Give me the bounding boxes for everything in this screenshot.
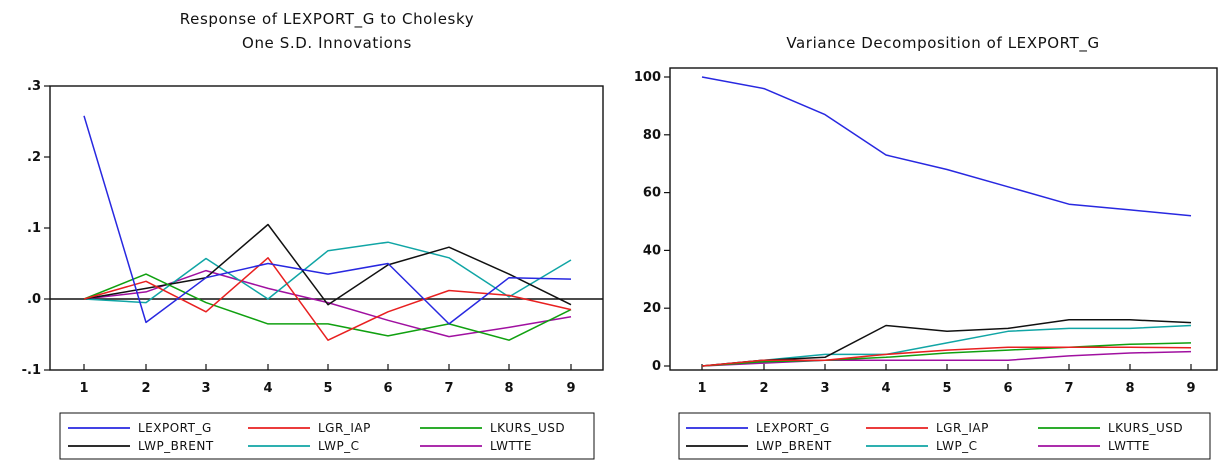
x-tick-label: 1 xyxy=(79,381,88,396)
legend-label: LWP_BRENT xyxy=(756,439,832,453)
x-tick-label: 6 xyxy=(1003,381,1012,396)
plot-area-frame xyxy=(669,67,1218,371)
legend-label: LKURS_USD xyxy=(490,421,565,435)
legend-label: LWTTE xyxy=(1108,439,1150,453)
series-line-lkurs-usd xyxy=(701,342,1192,367)
y-tick-label: 20 xyxy=(643,301,661,316)
series-line-lgr-iap xyxy=(701,346,1192,367)
x-tick-label: 4 xyxy=(263,381,272,396)
y-tick-label: 80 xyxy=(643,128,661,143)
y-tick-label: .0 xyxy=(27,292,41,307)
series-line-lwp-c xyxy=(83,241,572,304)
y-tick-label: .1 xyxy=(27,221,41,236)
legend-label: LWP_C xyxy=(936,439,978,453)
x-tick-label: 5 xyxy=(942,381,951,396)
series-line-lwp-brent xyxy=(83,223,572,306)
x-tick-label: 1 xyxy=(697,381,706,396)
chart-title: Variance Decomposition of LEXPORT_G xyxy=(786,34,1099,53)
x-tick-label: 2 xyxy=(141,381,150,396)
series-line-lkurs-usd xyxy=(83,273,572,341)
x-tick-label: 8 xyxy=(504,381,513,396)
y-tick-label: 40 xyxy=(643,243,661,258)
legend-label: LGR_IAP xyxy=(318,421,371,435)
x-tick-label: 2 xyxy=(759,381,768,396)
series-line-lexport-g xyxy=(83,115,572,325)
legend-label: LWP_C xyxy=(318,439,360,453)
series-line-lwtte xyxy=(701,350,1192,367)
x-tick-label: 3 xyxy=(201,381,210,396)
x-tick-label: 6 xyxy=(383,381,392,396)
legend-label: LEXPORT_G xyxy=(138,421,212,435)
y-tick-label: .2 xyxy=(27,150,41,165)
x-tick-label: 9 xyxy=(566,381,575,396)
y-tick-label: -.1 xyxy=(22,363,41,378)
series-line-lwp-brent xyxy=(701,319,1192,367)
chart-title-line-2: One S.D. Innovations xyxy=(242,34,412,52)
x-tick-label: 8 xyxy=(1125,381,1134,396)
x-tick-label: 7 xyxy=(1064,381,1073,396)
x-tick-label: 5 xyxy=(323,381,332,396)
legend-box xyxy=(678,412,1211,460)
series-line-lwp-c xyxy=(701,324,1192,367)
x-tick-label: 9 xyxy=(1186,381,1195,396)
variance-decomposition-chart: Variance Decomposition of LEXPORT_G 0 20 4… xyxy=(634,34,1218,460)
legend-label: LKURS_USD xyxy=(1108,421,1183,435)
legend-label: LWP_BRENT xyxy=(138,439,214,453)
x-tick-label: 7 xyxy=(444,381,453,396)
plot-area-frame xyxy=(49,85,604,371)
legend-label: LWTTE xyxy=(490,439,532,453)
y-tick-label: 0 xyxy=(652,359,661,374)
x-tick-label: 4 xyxy=(881,381,890,396)
x-tick-label: 3 xyxy=(820,381,829,396)
y-tick-label: 100 xyxy=(634,70,661,85)
legend-label: LEXPORT_G xyxy=(756,421,830,435)
y-tick-label: 60 xyxy=(643,186,661,201)
legend-label: LGR_IAP xyxy=(936,421,989,435)
legend-box xyxy=(59,412,595,460)
impulse-response-chart: Response of LEXPORT_G to Cholesky One S.… xyxy=(22,10,604,460)
series-line-lexport-g xyxy=(701,76,1192,217)
y-tick-label: .3 xyxy=(27,79,41,94)
chart-title-line-1: Response of LEXPORT_G to Cholesky xyxy=(180,10,474,29)
